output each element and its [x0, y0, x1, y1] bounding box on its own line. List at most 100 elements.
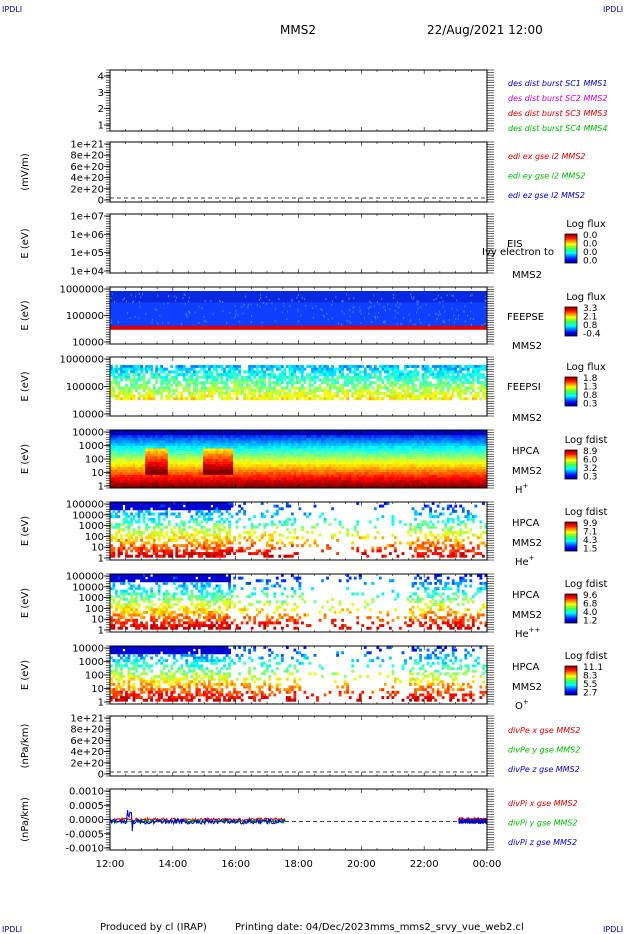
spectrogram-pixel	[373, 373, 377, 377]
spectrogram-pixel	[313, 448, 317, 452]
spectrogram-pixel	[115, 397, 118, 401]
spectrogram-pixel	[409, 381, 412, 385]
spectrogram-pixel	[182, 445, 186, 449]
spectrogram-pixel	[383, 448, 387, 452]
spectrogram-pixel	[228, 464, 231, 468]
spectrogram-pixel	[218, 389, 221, 393]
spectrogram-pixel	[290, 435, 294, 439]
spectrogram-pixel	[125, 394, 128, 398]
spectrogram-pixel	[238, 472, 241, 476]
spectrogram-pixel	[399, 474, 402, 478]
spectrogram-pixel	[280, 459, 284, 462]
spectrogram-pixel	[112, 367, 116, 371]
spectrogram-pixel	[245, 459, 249, 462]
spectrogram-pixel	[185, 383, 189, 387]
spectrogram-pixel	[152, 474, 156, 478]
spectrogram-pixel	[215, 485, 219, 489]
spectrogram-pixel	[464, 365, 468, 369]
spectrogram-pixel	[338, 464, 342, 468]
spectrogram-pixel	[378, 451, 382, 455]
spectrogram-pixel	[386, 378, 390, 382]
spectrogram-pixel	[243, 389, 247, 393]
spectrogram-pixel	[303, 466, 307, 470]
spectrogram-pixel	[323, 435, 327, 439]
spectrogram-pixel	[127, 485, 131, 489]
spectrogram-pixel	[268, 469, 272, 473]
spectrogram-pixel	[431, 394, 435, 398]
spectrogram-pixel	[401, 386, 405, 390]
spectrogram-pixel	[295, 391, 299, 395]
spectrogram-pixel	[230, 461, 234, 465]
spectrogram-pixel	[318, 456, 322, 460]
spectrogram-pixel	[404, 464, 407, 468]
spectrogram-pixel	[278, 477, 282, 481]
spectrogram-pixel	[223, 386, 226, 390]
spectrogram-pixel	[192, 469, 196, 473]
spectrogram-pixel	[371, 453, 375, 457]
spectrogram-pixel	[195, 482, 199, 486]
spectrogram-pixel	[356, 365, 360, 369]
spectrogram-pixel	[215, 445, 219, 449]
spectrogram-pixel	[187, 443, 191, 447]
spectrogram-pixel	[192, 370, 196, 374]
spectrogram-pixel	[162, 453, 166, 457]
spectrogram-pixel	[167, 322, 169, 324]
spectrogram-pixel	[394, 370, 397, 374]
spectrogram-pixel	[160, 443, 164, 447]
spectrogram-pixel	[341, 480, 345, 484]
spectrogram-pixel	[250, 448, 254, 452]
spectrogram-pixel	[341, 453, 345, 457]
spectrogram-pixel	[200, 435, 204, 439]
spectrogram-pixel	[218, 386, 221, 390]
spectrogram-pixel	[243, 386, 247, 390]
spectrogram-pixel	[363, 459, 367, 462]
spectrogram-pixel	[439, 365, 443, 369]
spectrogram-pixel	[471, 370, 475, 374]
spectrogram-pixel	[343, 437, 347, 441]
spectrogram-pixel	[461, 373, 465, 377]
spectrogram-pixel	[378, 445, 382, 449]
spectrogram-pixel	[414, 389, 417, 393]
spectrogram-pixel	[223, 367, 226, 371]
spectrogram-pixel	[230, 437, 234, 441]
spectrogram-pixel	[115, 474, 118, 478]
spectrogram-pixel	[245, 485, 249, 489]
spectrogram-pixel	[202, 443, 206, 447]
spectrogram-pixel	[444, 383, 448, 387]
spectrogram-pixel	[263, 482, 267, 486]
spectrogram-pixel	[202, 474, 206, 478]
spectrogram-pixel	[170, 472, 174, 476]
spectrogram-pixel	[333, 456, 337, 460]
spectrogram-pixel	[250, 472, 254, 476]
spectrogram-pixel	[366, 461, 370, 465]
spectrogram-pixel	[248, 397, 252, 401]
spectrogram-pixel	[351, 456, 355, 460]
spectrogram-pixel	[130, 365, 133, 369]
spectrogram-pixel	[318, 480, 322, 484]
spectrogram-pixel	[220, 394, 224, 398]
spectrogram-pixel	[132, 456, 136, 460]
spectrogram-pixel	[253, 474, 257, 478]
spectrogram-pixel	[371, 440, 375, 444]
spectrogram-pixel	[366, 437, 370, 441]
spectrogram-pixel	[394, 430, 397, 433]
spectrogram-pixel	[202, 375, 206, 379]
spectrogram-pixel	[485, 299, 487, 302]
spectrogram-pixel	[331, 477, 334, 481]
spectrogram-pixel	[358, 435, 362, 439]
spectrogram-pixel	[404, 435, 407, 439]
spectrogram-pixel	[117, 383, 121, 387]
spectrogram-pixel	[140, 472, 143, 476]
spectrogram-pixel	[421, 373, 425, 377]
spectrogram-pixel	[167, 443, 171, 447]
spectrogram-pixel	[295, 381, 299, 385]
spectrogram-pixel	[343, 381, 347, 385]
spectrogram-pixel	[223, 445, 226, 449]
spectrogram-pixel	[341, 482, 345, 486]
spectrogram-pixel	[472, 318, 474, 321]
spectrogram-pixel	[378, 482, 382, 486]
spectrogram-pixel	[172, 461, 176, 465]
spectrogram-pixel	[394, 316, 396, 319]
spectrogram-pixel	[383, 383, 387, 387]
spectrogram-pixel	[263, 435, 267, 439]
